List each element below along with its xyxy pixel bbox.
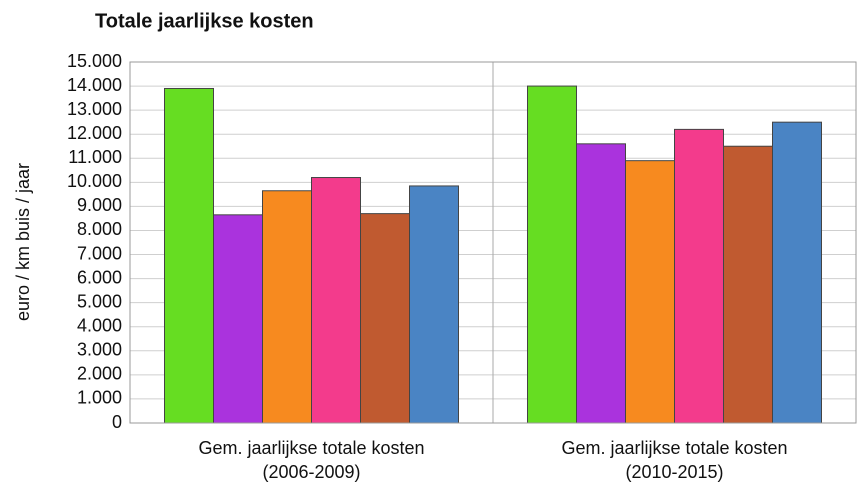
- bar: [723, 145, 773, 424]
- plot-frame: [129, 61, 857, 424]
- bar: [360, 213, 410, 424]
- bar: [576, 143, 626, 424]
- bar: [527, 85, 577, 424]
- y-tick-label: 11.000: [68, 147, 122, 167]
- bar: [772, 121, 822, 424]
- y-tick-label: 2.000: [77, 364, 122, 384]
- y-tick-label: 12.000: [67, 123, 122, 143]
- bar: [311, 177, 361, 424]
- y-tick-label: 8.000: [77, 219, 122, 239]
- y-tick-label: 14.000: [67, 75, 122, 95]
- bar: [262, 190, 312, 424]
- y-axis-label: euro / km buis / jaar: [13, 163, 33, 321]
- y-tick-label: 13.000: [67, 99, 122, 119]
- bar: [625, 160, 675, 424]
- y-tick-label: 15.000: [67, 51, 122, 71]
- y-tick-label: 0: [112, 412, 122, 432]
- x-tick-label: Gem. jaarlijkse totale kosten: [198, 438, 424, 458]
- bar: [213, 214, 263, 424]
- y-tick-label: 7.000: [77, 243, 122, 263]
- y-tick-label: 4.000: [77, 315, 122, 335]
- y-tick-label: 5.000: [77, 291, 122, 311]
- x-tick-label: (2006-2009): [262, 462, 360, 482]
- y-tick-label: 10.000: [67, 171, 122, 191]
- bar: [674, 128, 724, 424]
- x-tick-label: (2010-2015): [625, 462, 723, 482]
- x-tick-label: Gem. jaarlijkse totale kosten: [561, 438, 787, 458]
- y-tick-label: 9.000: [77, 195, 122, 215]
- bar: [164, 87, 214, 424]
- chart-title: Totale jaarlijkse kosten: [95, 10, 314, 32]
- y-tick-label: 3.000: [77, 340, 122, 360]
- y-tick-label: 6.000: [77, 267, 122, 287]
- bar: [409, 185, 459, 424]
- y-tick-label: 1.000: [77, 388, 122, 408]
